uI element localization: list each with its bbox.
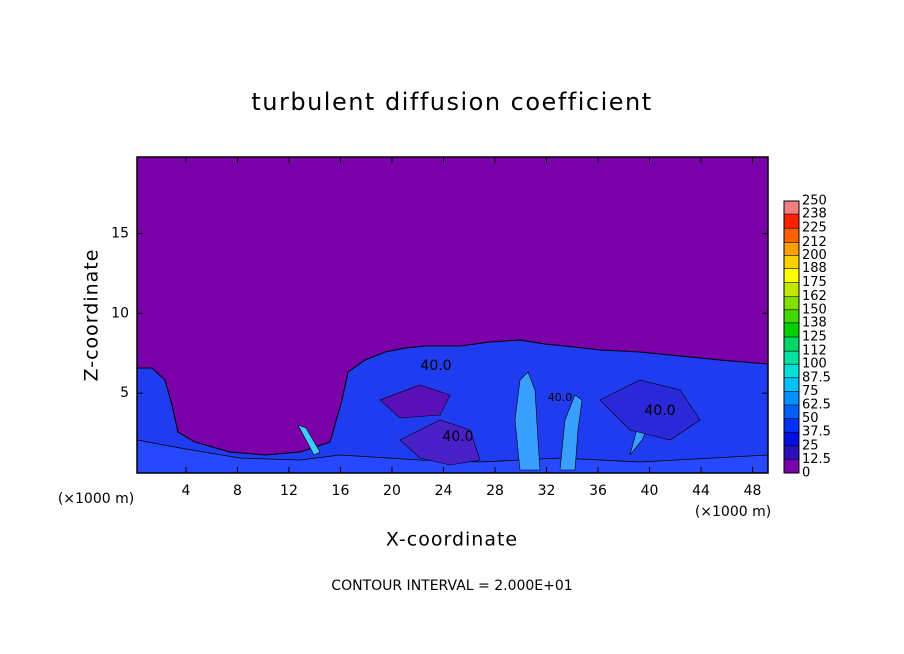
y-tick-label: 10 bbox=[111, 305, 129, 321]
contour-label: 40.0 bbox=[442, 429, 473, 445]
x-tick-label: 28 bbox=[486, 483, 504, 499]
colorbar-band bbox=[784, 268, 799, 283]
colorbar-band bbox=[784, 296, 799, 310]
colorbar-band bbox=[784, 255, 799, 269]
x-tick-label: 20 bbox=[383, 483, 401, 499]
colorbar-tick-label: 175 bbox=[802, 275, 827, 290]
y-axis-label: Z-coordinate bbox=[81, 249, 103, 382]
y-tick-label: 5 bbox=[120, 385, 129, 401]
colorbar-tick-label: 62.5 bbox=[802, 398, 831, 413]
x-tick-label: 8 bbox=[233, 483, 242, 499]
field-region bbox=[136, 339, 769, 474]
field-patch bbox=[379, 384, 451, 419]
x-tick-label: 40 bbox=[641, 483, 659, 499]
colorbar-band bbox=[784, 364, 799, 378]
colorbar-band bbox=[784, 322, 799, 337]
colorbar-band bbox=[784, 201, 799, 215]
colorbar-band bbox=[784, 242, 799, 256]
colorbar-tick-label: 188 bbox=[802, 261, 827, 276]
colorbar-tick-label: 87.5 bbox=[802, 370, 831, 385]
y-tick-label: 15 bbox=[111, 226, 129, 242]
x-tick-label: 32 bbox=[538, 483, 556, 499]
colorbar-band bbox=[784, 228, 799, 243]
x-tick-label: 36 bbox=[589, 483, 607, 499]
x-tick-label: 12 bbox=[280, 483, 298, 499]
colorbar-band bbox=[784, 377, 799, 392]
colorbar-band bbox=[784, 309, 799, 323]
colorbar-tick-label: 100 bbox=[802, 357, 827, 372]
colorbar-tick-label: 225 bbox=[802, 221, 827, 236]
x-tick-label: 24 bbox=[435, 483, 453, 499]
colorbar-band bbox=[784, 391, 799, 405]
contour-interval-note: CONTOUR INTERVAL = 2.000E+01 bbox=[331, 578, 572, 594]
field-streak bbox=[514, 371, 541, 471]
colorbar-tick-label: 125 bbox=[802, 330, 827, 345]
colorbar-band bbox=[784, 445, 799, 460]
colorbar-band bbox=[784, 405, 799, 419]
colorbar-tick-label: 200 bbox=[802, 248, 827, 263]
colorbar-tick-label: 112 bbox=[802, 344, 827, 359]
colorbar-tick-label: 37.5 bbox=[802, 425, 831, 440]
colorbar-band bbox=[784, 214, 799, 229]
plot-frame bbox=[136, 156, 769, 474]
colorbar-tick-label: 162 bbox=[802, 289, 827, 304]
colorbar-tick-label: 12.5 bbox=[802, 452, 831, 467]
colorbar-tick-label: 150 bbox=[802, 302, 827, 317]
colorbar-tick-label: 25 bbox=[802, 438, 819, 453]
chart-title: turbulent diffusion coefficient bbox=[251, 88, 652, 116]
colorbar-band bbox=[784, 351, 799, 365]
x-tick-label: 48 bbox=[744, 483, 762, 499]
colorbar-tick-label: 75 bbox=[802, 384, 819, 399]
colorbar-band bbox=[784, 432, 799, 446]
x-unit-label: (×1000 m) bbox=[58, 491, 134, 507]
contour-label: 40.0 bbox=[548, 391, 573, 404]
colorbar-band bbox=[784, 459, 799, 473]
field-patch bbox=[399, 419, 481, 466]
x-axis-label: X-coordinate bbox=[386, 529, 518, 551]
x-unit-label: (×1000 m) bbox=[695, 504, 771, 520]
colorbar-tick-label: 0 bbox=[802, 466, 810, 481]
plot-area: 40.0 40.0 40.0 40.0 bbox=[136, 156, 769, 474]
field-streak bbox=[297, 424, 321, 456]
field-streak bbox=[559, 394, 583, 471]
colorbar-band bbox=[784, 418, 799, 433]
contour-label: 40.0 bbox=[420, 358, 451, 374]
colorbar-band bbox=[784, 282, 799, 297]
contour-label: 40.0 bbox=[644, 403, 675, 419]
colorbar-tick-label: 238 bbox=[802, 207, 827, 222]
x-tick-label: 44 bbox=[692, 483, 710, 499]
x-tick-label: 16 bbox=[332, 483, 350, 499]
colorbar-tick-label: 138 bbox=[802, 315, 827, 330]
colorbar-tick-label: 212 bbox=[802, 235, 827, 250]
colorbar-tick-label: 250 bbox=[802, 194, 827, 209]
field-patch bbox=[599, 379, 701, 441]
x-tick-label: 4 bbox=[181, 483, 190, 499]
colorbar-band bbox=[784, 337, 799, 352]
colorbar-tick-label: 50 bbox=[802, 411, 819, 426]
